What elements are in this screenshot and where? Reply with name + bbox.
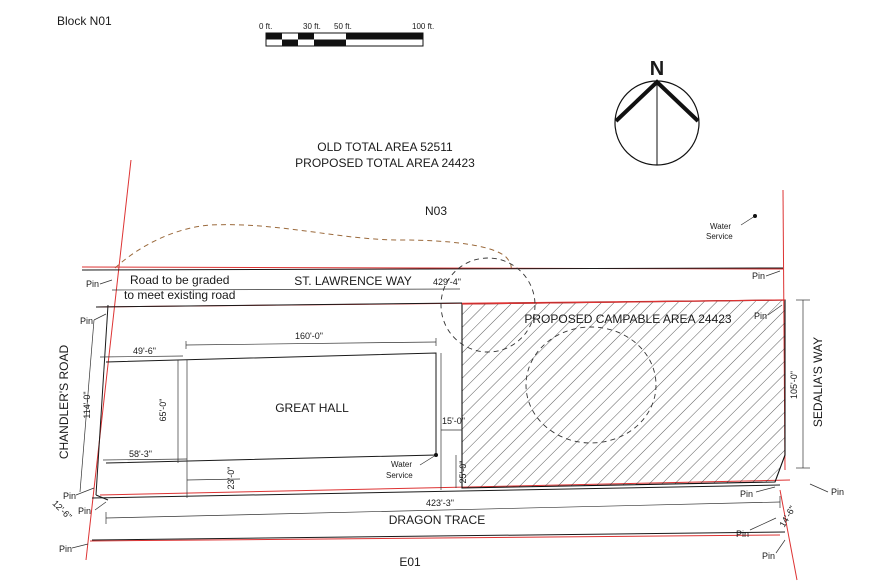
north-arrow-icon: N	[614, 58, 700, 166]
pin-label-se-outer: Pin	[831, 487, 844, 497]
dashed-circle-north	[440, 257, 536, 353]
scale-label-50: 50 ft.	[334, 22, 352, 31]
pin-label-ne-inner: Pin	[754, 311, 767, 321]
dim-east-edge: 105'-0"	[789, 371, 799, 399]
old-total-area: OLD TOTAL AREA 52511	[317, 140, 453, 154]
pin-label-nw-outer: Pin	[86, 279, 99, 289]
pin-label-sw-south: Pin	[59, 544, 72, 554]
dim-west-top: 49'-6"	[133, 346, 156, 356]
dim-hall-to-south: 23'-0"	[226, 467, 236, 490]
road-dragon-trace: DRAGON TRACE	[389, 513, 485, 527]
pin-label-se-bottom: Pin	[762, 551, 775, 561]
grade-note-line1: Road to be graded	[130, 273, 229, 287]
water-service-marker-north: Water Service	[706, 214, 757, 241]
dim-gap-height: 25'-0"	[458, 461, 468, 484]
pin-label-ne-outer: Pin	[752, 271, 765, 281]
scale-label-0: 0 ft.	[259, 22, 272, 31]
water-service-south-line1: Water	[391, 460, 412, 469]
water-service-north-line2: Service	[706, 232, 733, 241]
water-service-south-line2: Service	[386, 471, 413, 480]
proposed-total-area: PROPOSED TOTAL AREA 24423	[295, 156, 475, 170]
water-service-marker-south: Water Service	[386, 453, 438, 480]
campable-area-label: PROPOSED CAMPABLE AREA 24423	[524, 312, 732, 326]
dimension-lines	[79, 288, 810, 524]
great-hall-building	[105, 352, 442, 498]
block-title: Block N01	[57, 14, 112, 28]
pin-label-sw-outer: Pin	[63, 491, 76, 501]
grade-note-line2: to meet existing road	[124, 288, 235, 302]
dim-west-edge: 114'-0"	[82, 391, 92, 418]
dim-se-corner: 14'-6"	[777, 504, 797, 529]
dim-north-edge: 429'-4"	[433, 277, 461, 287]
road-chandlers: CHANDLER'S ROAD	[57, 345, 71, 460]
road-sedalias: SEDALIA'S WAY	[811, 337, 825, 427]
north-label: N	[650, 58, 664, 80]
road-st-lawrence: ST. LAWRENCE WAY	[294, 274, 412, 288]
pin-markers	[71, 270, 829, 554]
scale-label-100: 100 ft.	[412, 22, 434, 31]
dim-south-edge: 423'-3"	[426, 498, 454, 508]
dim-hall-height: 65'-0"	[158, 399, 168, 422]
dim-hall-width: 160'-0"	[295, 331, 323, 341]
parcel-e01-label: E01	[399, 555, 421, 569]
road-lines	[81, 267, 786, 541]
scale-bar: 0 ft. 30 ft. 50 ft. 100 ft.	[259, 22, 434, 47]
pin-label-sw-inner: Pin	[78, 506, 91, 516]
dashed-circle-south	[525, 326, 657, 444]
great-hall-label: GREAT HALL	[275, 401, 349, 415]
parcel-n03-label: N03	[425, 204, 447, 218]
water-service-north-line1: Water	[710, 222, 731, 231]
dim-gap-width: 15'-0"	[442, 416, 465, 426]
pin-label-se-inner: Pin	[740, 489, 753, 499]
pin-label-se-south: Pin	[736, 529, 749, 539]
existing-path-dashed	[114, 224, 512, 273]
dim-sw-corner: 12'-6"	[50, 498, 73, 521]
pin-label-nw-inner: Pin	[80, 316, 93, 326]
scale-label-30: 30 ft.	[303, 22, 321, 31]
dim-west-bottom: 58'-3"	[129, 449, 152, 459]
